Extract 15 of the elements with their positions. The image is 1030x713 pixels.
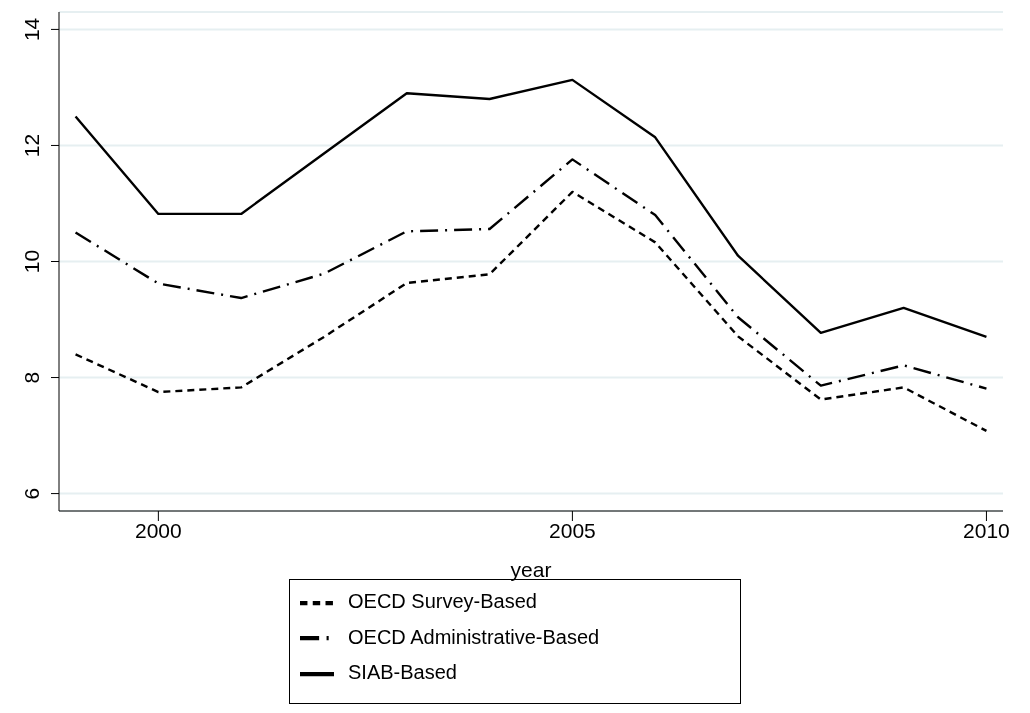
line-series	[74, 158, 988, 390]
line-series	[74, 78, 988, 339]
x-tick-label: 2010	[963, 518, 1010, 542]
line-series	[74, 190, 988, 433]
y-tick-label: 14	[20, 17, 43, 42]
y-tick-label: 6	[20, 487, 43, 500]
x-tick-label: 2005	[549, 518, 596, 542]
y-tick-label: 12	[20, 133, 43, 158]
y-tick-label: 8	[20, 371, 43, 384]
x-tick-label: 2000	[135, 518, 182, 542]
x-axis-title: year	[510, 558, 552, 581]
legend-label: OECD Survey-Based	[348, 590, 537, 612]
legend-label: SIAB-Based	[348, 661, 457, 684]
y-tick-label: 10	[20, 249, 43, 274]
legend-label: OECD Administrative-Based	[348, 625, 600, 648]
